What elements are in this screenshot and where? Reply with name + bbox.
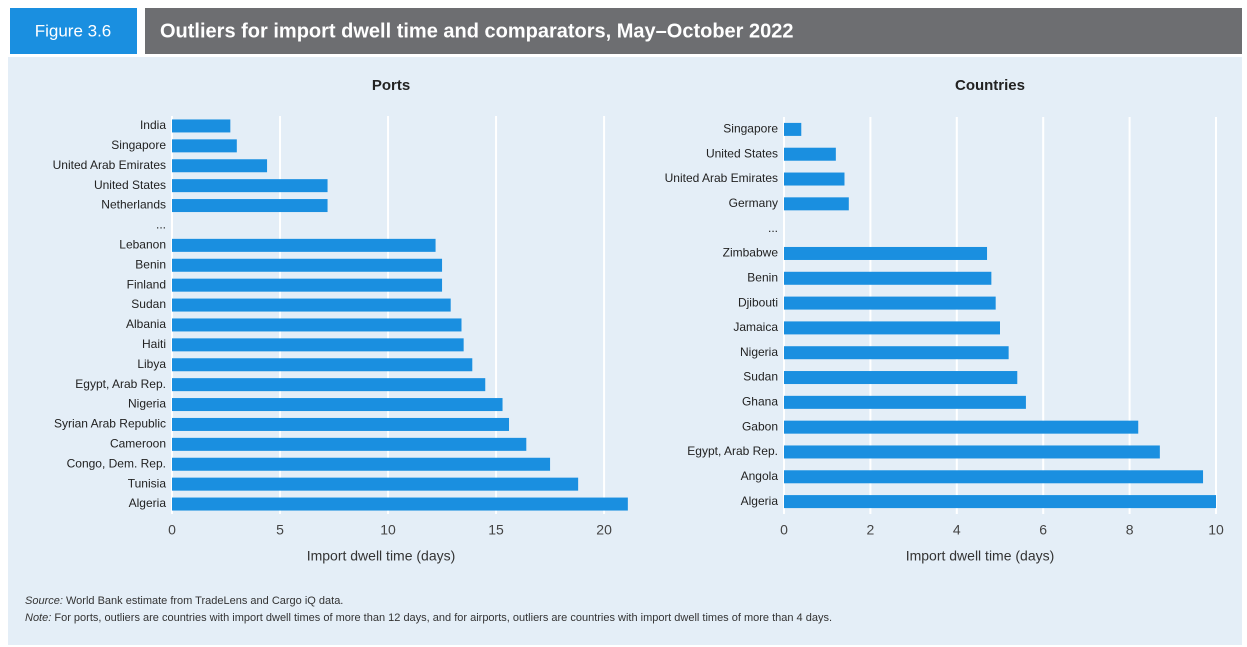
note-text: For ports, outliers are countries with i… <box>54 612 832 624</box>
y-tick-label: United States <box>706 146 778 160</box>
y-tick-label: Egypt, Arab Rep. <box>75 377 166 391</box>
x-tick-label: 10 <box>380 522 396 538</box>
x-tick-label: 8 <box>1126 522 1134 538</box>
bar <box>172 199 328 213</box>
bar <box>784 321 1000 335</box>
x-axis-title: Import dwell time (days) <box>906 548 1055 564</box>
bar <box>172 437 527 451</box>
y-tick-label: Singapore <box>723 122 778 136</box>
x-tick-label: 0 <box>168 522 176 538</box>
figure-title: Outliers for import dwell time and compa… <box>160 20 794 42</box>
y-tick-label: Cameroon <box>110 437 166 451</box>
y-tick-label: Tunisia <box>128 476 167 490</box>
source-text: World Bank estimate from TradeLens and C… <box>66 595 343 607</box>
y-tick-label: Gabon <box>742 419 778 433</box>
y-tick-label: Benin <box>747 270 778 284</box>
bar <box>172 378 486 392</box>
bar <box>784 197 849 211</box>
bar <box>784 495 1216 509</box>
x-tick-label: 10 <box>1208 522 1224 538</box>
bar <box>172 238 436 252</box>
y-tick-label: Netherlands <box>101 198 166 212</box>
bar <box>172 258 443 272</box>
title-bar <box>145 8 1242 54</box>
y-tick-label: Lebanon <box>119 238 166 252</box>
bar <box>784 470 1204 484</box>
y-tick-label: Nigeria <box>740 345 778 359</box>
y-tick-label: United States <box>94 178 166 192</box>
y-tick-label: Benin <box>135 257 166 271</box>
y-tick-label: Jamaica <box>733 320 778 334</box>
bar <box>172 318 462 332</box>
x-tick-label: 2 <box>867 522 875 538</box>
bar <box>784 445 1160 459</box>
y-tick-label: Djibouti <box>738 295 778 309</box>
x-axis-title: Import dwell time (days) <box>307 548 456 564</box>
y-tick-label: Congo, Dem. Rep. <box>67 456 166 470</box>
bar <box>172 338 464 352</box>
bar <box>172 477 579 491</box>
bar <box>172 497 628 511</box>
bar <box>784 246 988 260</box>
source-label: Source: <box>25 595 63 607</box>
bar <box>784 271 992 285</box>
y-tick-label: Libya <box>137 357 166 371</box>
y-tick-label: United Arab Emirates <box>665 171 778 185</box>
x-tick-label: 20 <box>596 522 612 538</box>
figure-label: Figure 3.6 <box>35 21 112 40</box>
y-tick-label: United Arab Emirates <box>53 158 166 172</box>
y-tick-label: Angola <box>741 469 779 483</box>
bar <box>172 298 451 312</box>
y-tick-label: Ghana <box>742 395 778 409</box>
bar <box>172 358 473 372</box>
y-tick-label: Nigeria <box>128 397 166 411</box>
bar <box>784 395 1026 409</box>
y-tick-label: Albania <box>126 317 166 331</box>
figure-label-box <box>10 8 137 54</box>
bar <box>784 122 802 136</box>
bar <box>784 420 1139 434</box>
bar <box>784 147 836 161</box>
bar <box>172 159 268 173</box>
y-tick-label: Sudan <box>743 370 778 384</box>
bar <box>784 296 996 310</box>
bar <box>172 179 328 193</box>
y-tick-label: ... <box>768 221 778 235</box>
source-line: Source: World Bank estimate from TradeLe… <box>25 595 343 607</box>
panel-title: Countries <box>955 77 1025 94</box>
y-tick-label: Algeria <box>741 494 779 508</box>
bar <box>172 457 551 471</box>
bar <box>172 119 231 133</box>
x-tick-label: 5 <box>276 522 284 538</box>
x-tick-label: 6 <box>1039 522 1047 538</box>
y-tick-label: Algeria <box>129 496 167 510</box>
bar <box>172 139 237 153</box>
y-tick-label: Zimbabwe <box>723 246 779 260</box>
y-tick-label: India <box>140 118 166 132</box>
y-tick-label: Singapore <box>111 138 166 152</box>
bar <box>172 278 443 292</box>
y-tick-label: Finland <box>127 277 166 291</box>
y-tick-label: Germany <box>729 196 778 210</box>
bar <box>784 172 845 186</box>
bar <box>172 398 503 412</box>
y-tick-label: Haiti <box>142 337 166 351</box>
bar <box>784 346 1009 360</box>
panel-title: Ports <box>372 77 410 94</box>
note-label: Note: <box>25 612 51 624</box>
y-tick-label: Sudan <box>131 297 166 311</box>
y-tick-label: Egypt, Arab Rep. <box>687 444 778 458</box>
y-tick-label: ... <box>156 218 166 232</box>
bar <box>172 417 510 431</box>
x-tick-label: 4 <box>953 522 961 538</box>
x-tick-label: 15 <box>488 522 504 538</box>
y-tick-label: Syrian Arab Republic <box>54 417 166 431</box>
x-tick-label: 0 <box>780 522 788 538</box>
note-line: Note: For ports, outliers are countries … <box>25 612 832 624</box>
bar <box>784 371 1018 385</box>
